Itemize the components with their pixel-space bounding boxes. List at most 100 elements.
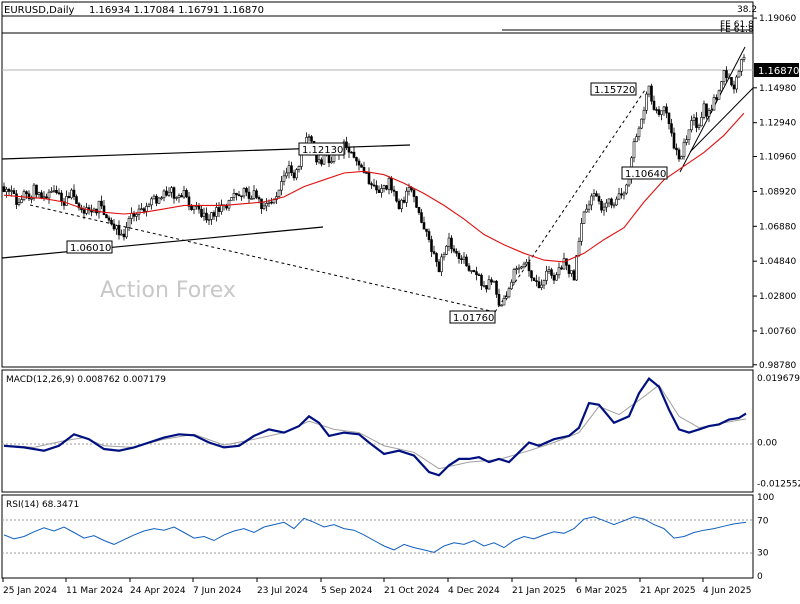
price-candle [670,118,673,137]
price-candle [510,279,513,290]
price-candle [640,118,643,130]
price-candle [115,224,118,235]
price-candle [247,186,251,204]
price-candle [352,146,356,159]
price-candle [457,250,461,264]
price-candle [452,244,456,254]
price-candle [97,200,101,219]
macd-y-tick-label: 0.019679 [757,374,800,384]
price-candle [185,188,188,199]
price-candle [52,185,56,193]
price-candle [477,272,481,276]
price-candle [742,54,746,63]
price-candle [735,74,738,93]
price-candle [585,204,588,213]
price-candle [375,180,378,194]
price-candle [710,104,713,114]
price-candle [122,229,126,241]
price-candle [245,186,248,197]
price-candle [462,252,466,264]
fib-382-label: 38.2 [737,5,757,15]
price-candle [562,252,566,270]
price-candle [212,210,216,221]
swing-label-1-12130: 1.12130 [298,142,345,156]
price-candle [297,165,301,173]
price-candle [642,106,646,124]
svg-text:1.16870: 1.16870 [758,66,799,77]
price-candle [482,280,486,288]
price-candle [147,202,151,208]
price-candle [270,197,273,205]
price-candle [155,194,158,207]
price-candle [282,170,286,186]
price-candle [252,185,256,200]
price-candle [307,133,311,142]
price-candle [492,280,496,283]
price-candle [505,291,508,301]
macd-header: MACD(12,26,9) 0.008762 0.007179 [6,375,166,385]
price-candle [385,184,388,191]
price-candle [605,199,608,213]
price-candle [345,136,348,151]
price-candle [150,196,153,210]
price-candle [400,198,403,213]
price-candle [107,215,111,224]
price-y-tick-label: 1.10960 [759,153,796,163]
swing-label-1-06010: 1.06010 [66,240,113,254]
price-candle [262,201,266,211]
price-candle [240,195,243,201]
price-candle [402,196,406,204]
price-candle [692,114,696,126]
price-y-tick-label: 1.06880 [759,222,796,232]
price-candle [615,196,618,206]
price-candle [230,197,233,201]
macd-signal-line [3,384,747,470]
price-candle [162,189,166,202]
price-candle [667,112,671,130]
price-candle [140,202,143,211]
price-candle [72,184,76,201]
lower-trendline [1,226,324,259]
price-candle [77,201,81,211]
price-candle [55,185,58,195]
price-candle [527,256,531,277]
price-candle [142,207,146,215]
price-candle [205,207,208,223]
price-candle [440,253,443,277]
swing-label-1-15720: 1.15720 [590,82,637,96]
price-candle [480,273,483,290]
price-candle [665,103,668,119]
price-candle [170,186,173,198]
price-candle [537,276,541,289]
x-tick-label: 21 Apr 2025 [640,586,696,596]
price-candle [700,111,703,127]
price-candle [620,188,623,199]
price-candle [392,185,396,197]
price-candle [552,272,556,284]
macd-y-axis: 0.019679 0.00 -0.012552 [757,374,800,490]
price-candle [520,265,523,270]
price-candle [250,195,253,200]
price-candle [127,216,131,232]
price-candle [602,202,606,216]
price-candle [135,212,138,222]
price-candle [152,194,156,200]
price-candle [180,192,183,198]
price-candle [207,214,211,225]
price-candle [415,195,418,209]
rsi-header: RSI(14) 68.3471 [6,500,79,510]
price-candle [470,270,473,274]
price-candle [422,216,426,230]
price-candle [722,70,726,86]
rsi-y-tick-label: 70 [757,517,769,527]
price-candle [607,198,611,208]
price-candle [187,192,191,211]
swing-label-1-01760: 1.01760 [449,310,496,324]
price-candle [657,106,661,117]
x-tick-label: 21 Oct 2024 [384,586,440,596]
price-candle [35,184,38,199]
price-candle [600,198,603,213]
price-candle [445,244,448,256]
price-candle [397,198,401,210]
